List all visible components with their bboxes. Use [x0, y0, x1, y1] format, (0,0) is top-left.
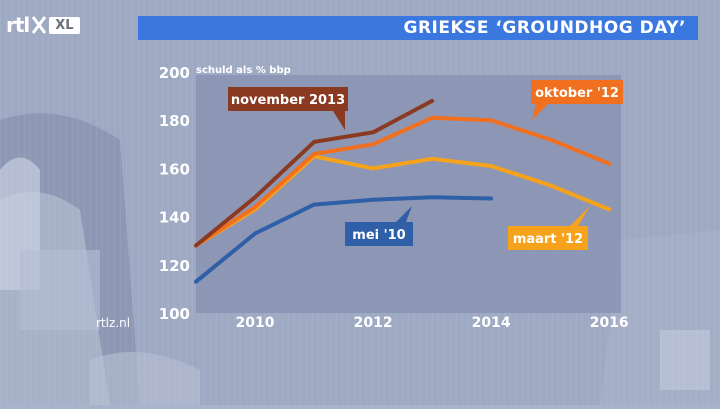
x-tick-label: 2016 — [590, 315, 629, 331]
series-label: november 2013 — [228, 87, 348, 130]
title-banner: GRIEKSE ‘GROUNDHOG DAY’ — [138, 16, 698, 40]
y-tick-label: 100 — [159, 305, 190, 323]
watermark: rtlz.nl — [96, 316, 131, 330]
logo-x-icon — [31, 15, 47, 35]
series-label-text: oktober '12 — [535, 86, 619, 101]
y-axis-label: schuld als % bbp — [196, 65, 291, 76]
series-label-text: november 2013 — [231, 93, 345, 108]
series-line — [194, 195, 494, 284]
series-label: oktober '12 — [531, 80, 623, 120]
y-tick-label: 160 — [159, 160, 190, 178]
series-line — [194, 115, 612, 248]
y-tick-label: 200 — [159, 64, 190, 82]
series-label: maart '12 — [508, 206, 590, 250]
y-axis-ticks: 100 120 140 160 180 200 — [159, 64, 190, 323]
logo-brand: rtl — [6, 13, 30, 37]
x-tick-label: 2012 — [354, 315, 393, 331]
series-labels: mei '10 maart '12 oktober '12 november 2013 — [228, 80, 623, 250]
x-tick-label: 2010 — [236, 315, 275, 331]
series-line — [194, 98, 435, 248]
series-label-text: maart '12 — [513, 232, 583, 247]
series-lines — [194, 98, 612, 284]
y-tick-label: 120 — [159, 257, 190, 275]
channel-logo: rtl XL — [6, 10, 80, 40]
x-tick-label: 2014 — [472, 315, 511, 331]
series-label-text: mei '10 — [352, 228, 405, 243]
logo-channel: XL — [49, 16, 80, 34]
y-tick-label: 180 — [159, 112, 190, 130]
series-label: mei '10 — [345, 206, 413, 246]
chart-title: GRIEKSE ‘GROUNDHOG DAY’ — [403, 18, 686, 38]
x-axis-ticks: 2010 2012 2014 2016 — [236, 315, 629, 331]
y-tick-label: 140 — [159, 209, 190, 227]
